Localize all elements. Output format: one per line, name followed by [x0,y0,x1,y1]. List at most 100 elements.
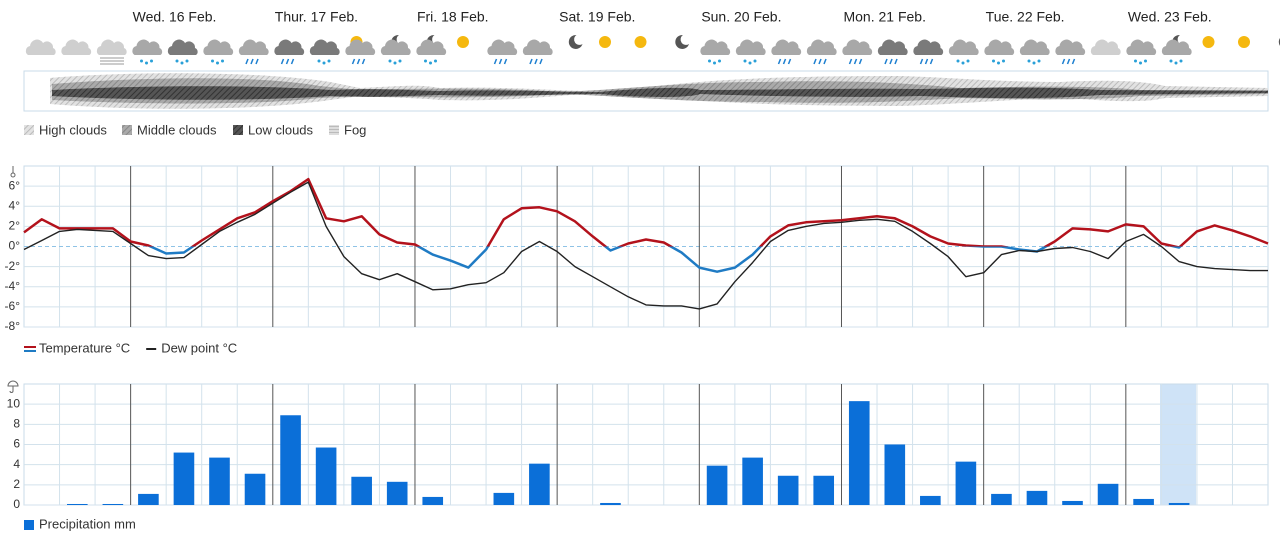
rain [1061,58,1066,65]
cloud [25,39,56,55]
cloud [984,39,1015,55]
snow [718,59,721,63]
bar [1168,502,1190,505]
bar [493,492,515,505]
cloud [1055,39,1086,55]
rain [529,58,533,65]
bar [529,463,550,505]
snow [708,59,711,63]
snow [216,61,219,65]
cloud [1161,39,1192,55]
snow [175,59,179,63]
cloud [735,39,766,55]
rain [290,58,295,65]
snow [398,59,402,63]
y-tick-label: 4° [9,198,21,212]
bar [67,503,88,505]
cloud [842,39,873,55]
y-tick-label: 4 [13,457,20,471]
snow [221,59,224,63]
snow [1027,59,1031,63]
snow [1179,59,1183,63]
bar [351,476,372,505]
snow [145,61,148,65]
snow [1169,59,1173,63]
bar [1026,490,1048,505]
rain [351,58,356,65]
cloud [238,39,269,55]
day-label: Wed. 23 Feb. [1128,9,1212,25]
rain [924,58,929,65]
cloud [309,39,340,55]
cloud [877,39,908,55]
cloud [61,39,92,55]
rain [503,58,508,65]
bar [244,473,266,505]
cloud-legend: High clouds Middle clouds Low clouds Fog [24,122,366,137]
legend-label: Temperature °C [39,340,130,355]
y-tick-label: 0° [9,239,21,253]
legend-label: Middle clouds [137,122,217,137]
rain [782,58,787,65]
series-line [23,177,1269,273]
snow [317,59,321,63]
day-label: Mon. 21 Feb. [843,9,926,25]
legend-swatch [146,348,157,350]
rain [889,58,893,65]
weather-icons [25,34,1280,65]
bar [102,503,124,505]
bar [1133,498,1154,505]
sun [599,36,611,48]
legend-swatch [329,125,339,135]
bar [706,465,728,505]
y-tick-label: 10 [7,396,21,410]
legend-swatch [24,350,36,352]
cloud [345,39,376,55]
rain [280,58,285,65]
bar [742,457,763,505]
rain [498,58,503,65]
rain [848,58,853,65]
rain [356,58,361,65]
snow [1032,61,1036,65]
cloud [1019,39,1050,55]
cloud [1090,39,1121,55]
snow [185,59,189,63]
rain [929,58,934,65]
snow [966,59,970,63]
bar [422,496,444,505]
legend-label: Low clouds [248,122,314,137]
legend-label: High clouds [39,122,107,137]
series-line [23,181,1268,310]
day-label: Wed. 16 Feb. [133,9,217,25]
y-tick-label: 0 [13,497,20,511]
rain [777,58,782,65]
legend-label: Fog [344,122,366,137]
rain [250,58,254,65]
snow [1037,59,1041,63]
rain [813,58,817,65]
y-tick-label: 2° [9,219,21,233]
snow [388,59,392,63]
bar [315,447,337,505]
rain [884,58,888,65]
sun [634,36,647,48]
cloud [132,39,163,55]
cloud [522,39,553,55]
bar [777,475,799,505]
bar [848,401,870,505]
bar [813,475,835,505]
y-tick-label: -8° [5,319,21,333]
snow [424,59,427,63]
cloud [913,39,944,55]
bar [920,495,941,505]
snow [180,61,184,65]
cloud [948,39,979,55]
snow [748,61,752,65]
y-tick-label: 2 [13,477,20,491]
snow [956,59,960,63]
snow [393,61,397,65]
day-label: Thur. 17 Feb. [275,9,358,25]
snow [327,59,331,63]
